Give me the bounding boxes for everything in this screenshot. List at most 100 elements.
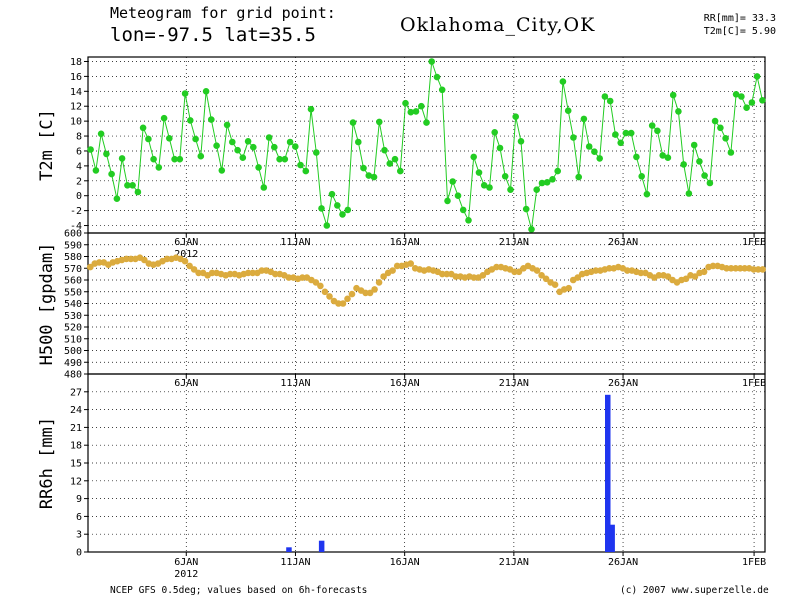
h500-point [326,293,333,300]
y-tick-label: 10 [70,117,82,128]
x-tick-sublabel: 2012 [174,249,198,260]
h500-point [181,257,189,265]
t2m-point [711,117,719,125]
t2m-point [286,138,294,146]
h500-point [321,288,329,296]
x-tick-label: 21JAN [499,237,529,248]
y-tick-label: 9 [76,494,82,505]
t2m-point [738,93,745,100]
rr6h-panel: 0 3 6 9 12 15 18 21 24 27 6JAN 11JAN 16JAN 21JAN 26JAN… [37,373,766,580]
title-line-1: Meteogram for grid point: [110,4,336,22]
t2m-point [418,102,425,110]
x-tick-label: 11JAN [280,237,310,248]
t2m-point [438,86,446,94]
x-tick-label: 26JAN [608,237,638,248]
t2m-point [638,173,645,180]
t2m-point [606,97,614,105]
t2m-point [344,206,352,214]
t2m-point [139,124,147,132]
series-line-t2m [90,61,763,230]
h500-point [317,282,324,290]
y-tick-label: 27 [70,387,82,398]
x-tick-label: 6JAN [174,237,198,248]
t2m-point [759,97,766,104]
x-tick-label: 21JAN [499,378,529,389]
t2m-point [575,173,582,181]
y-tick-label: 21 [70,423,82,434]
t2m-point [465,217,472,224]
h500-point [574,274,581,281]
y-axis-label: H500 [gpdam] [37,243,57,366]
t2m-point [208,116,215,123]
t2m-point [727,149,735,156]
t2m-point [491,129,499,136]
h500-point [542,275,550,283]
x-tick-label: 21JAN [499,557,529,568]
y-tick-label: 570 [64,264,82,275]
t2m-point [297,161,304,169]
t2m-point [176,155,184,163]
t2m-point [260,184,268,191]
y-tick-label: 510 [64,334,82,345]
t2m-point [255,164,262,171]
t2m-point [234,146,241,154]
t2m-point [753,73,761,80]
y-tick-label: 2 [76,176,82,187]
y-tick-label: 490 [64,358,82,369]
rr-bar [605,394,611,552]
x-tick-label: 16JAN [390,557,420,568]
t2m-point [244,138,252,145]
y-tick-label: -2 [70,206,82,217]
h500-point [407,260,415,267]
t2m-point [496,144,504,152]
t2m-point [685,190,693,197]
y-tick-label: 590 [64,240,82,251]
h500-point [565,284,572,292]
h500-point [249,269,256,277]
y-tick-label: 3 [76,530,82,541]
x-tick-label: 11JAN [280,378,310,389]
t2m-point [213,142,220,149]
x-tick-label: 1FEB [742,237,766,248]
x-tick-sublabel: 2012 [174,569,198,580]
x-tick-label: 1FEB [742,378,766,389]
x-tick-label: 26JAN [608,378,638,389]
t2m-point [281,155,289,163]
y-tick-label: 530 [64,311,82,322]
h500-point [664,273,672,280]
x-tick-label: 1FEB [742,557,766,568]
y-tick-label: 540 [64,299,82,310]
t2m-point [706,179,714,187]
t2m-point [722,135,729,142]
t2m-point [302,167,310,175]
t2m-point [118,155,126,162]
t2m-point [549,176,556,183]
x-tick-label: 26JAN [608,557,638,568]
t2m-mean: T2m[C]= 5.90 [703,26,776,37]
t2m-point [696,158,703,165]
t2m-point [370,173,378,181]
y-tick-label: 0 [76,548,82,559]
t2m-point [355,138,362,146]
t2m-point [648,122,656,129]
t2m-point [675,108,682,115]
h500-point [452,273,460,280]
y-tick-label: 560 [64,276,82,287]
h500-point [186,262,193,270]
t2m-point [365,172,373,179]
t2m-point [643,190,651,198]
h500-point [366,289,374,297]
t2m-point [181,90,189,97]
t2m-point [108,170,115,178]
t2m-point [307,105,315,113]
t2m-point [717,124,724,132]
h500-point [759,266,766,273]
y-tick-label: 12 [70,102,82,113]
rr-bar [286,547,292,552]
t2m-point [145,135,152,143]
t2m-point [328,190,336,198]
footer-source: NCEP GFS 0.5deg; values based on 6h-fore… [110,585,368,596]
t2m-point [360,164,367,172]
h500-point [371,286,378,293]
y-tick-label: 500 [64,346,82,357]
